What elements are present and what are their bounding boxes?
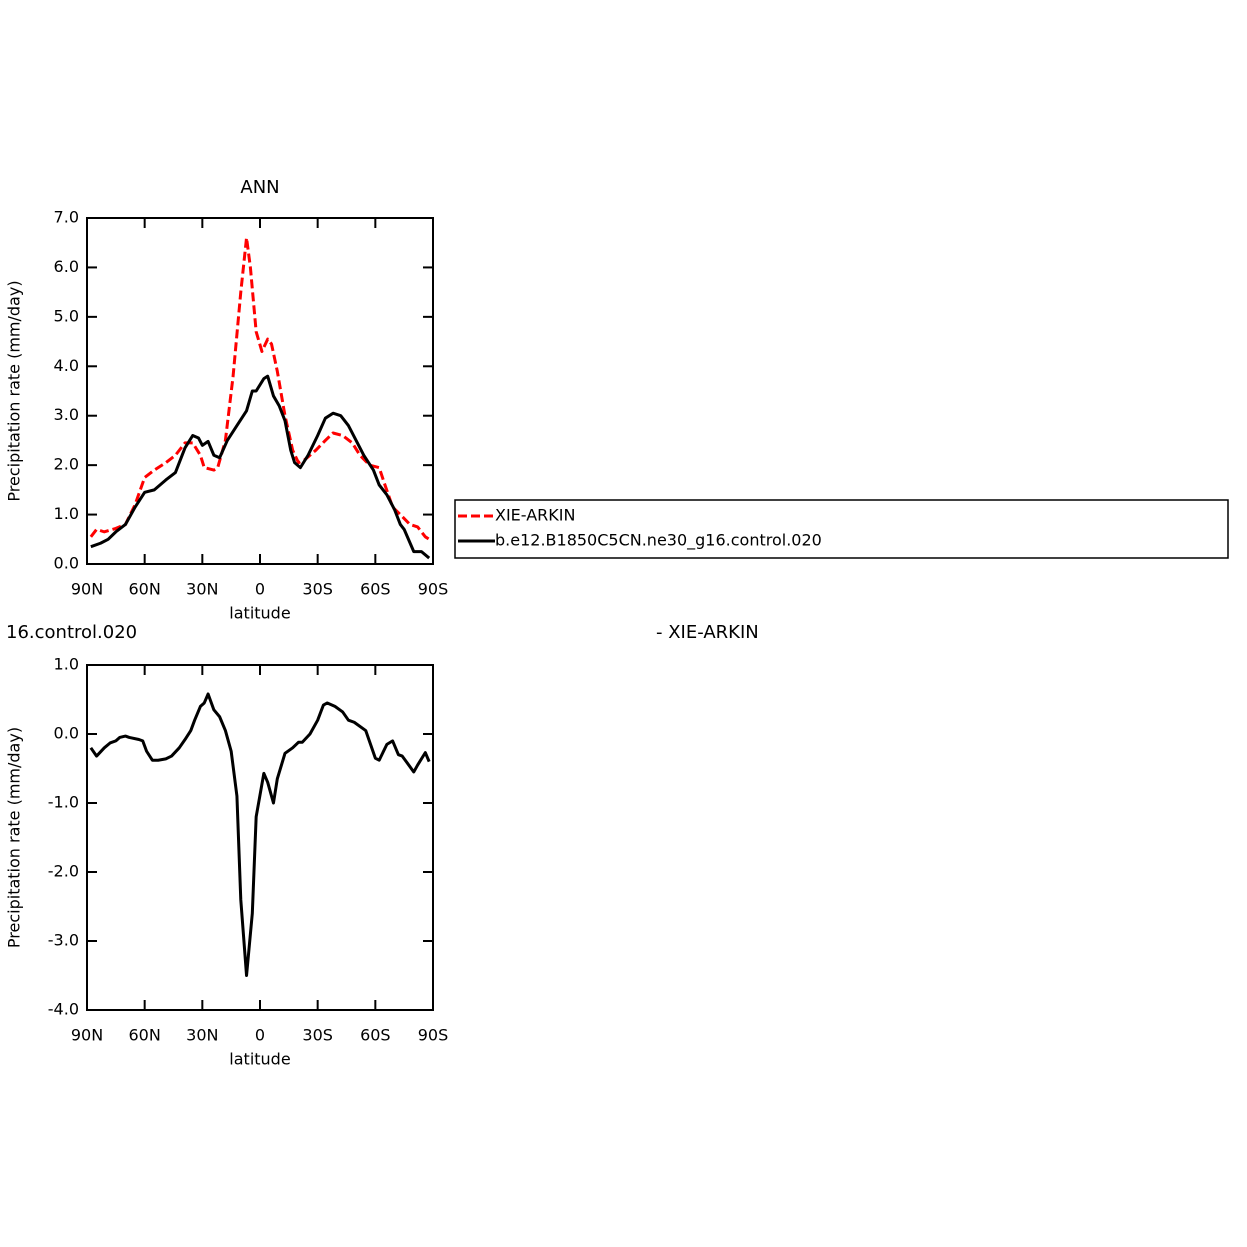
x-tick-label: 60S — [360, 580, 391, 599]
x-axis-label: latitude — [229, 604, 290, 623]
chart-title-right: - XIE-ARKIN — [656, 622, 759, 643]
x-tick-label: 60S — [360, 1026, 391, 1045]
x-tick-label: 30N — [186, 1026, 218, 1045]
plot-frame — [86, 664, 434, 1011]
y-tick-label: -3.0 — [48, 931, 79, 950]
y-axis-label: Precipitation rate (mm/day) — [5, 280, 24, 501]
data-line — [89, 692, 431, 977]
y-tick-label: 4.0 — [54, 356, 79, 375]
legend-box — [454, 499, 1229, 559]
y-tick-label: 5.0 — [54, 306, 79, 325]
x-tick-label: 0 — [255, 1026, 265, 1045]
y-tick-label: 1.0 — [54, 504, 79, 523]
y-tick-label: 1.0 — [54, 655, 79, 674]
x-axis-label: latitude — [229, 1050, 290, 1069]
legend-label: b.e12.B1850C5CN.ne30_g16.control.020 — [495, 531, 822, 551]
x-tick-label: 90N — [71, 1026, 103, 1045]
x-tick-label: 90S — [418, 580, 449, 599]
y-tick-label: -1.0 — [48, 793, 79, 812]
chart-title: ANN — [240, 177, 279, 198]
x-tick-label: 90N — [71, 580, 103, 599]
y-tick-label: 2.0 — [54, 455, 79, 474]
x-tick-label: 30N — [186, 580, 218, 599]
plot-frame — [86, 217, 434, 565]
legend-label: XIE-ARKIN — [495, 506, 575, 525]
y-tick-label: 0.0 — [54, 554, 79, 573]
y-tick-label: -2.0 — [48, 862, 79, 881]
chart-title-left: 16.control.020 — [6, 622, 137, 643]
x-tick-label: 60N — [129, 580, 161, 599]
x-tick-label: 60N — [129, 1026, 161, 1045]
y-tick-label: 7.0 — [54, 208, 79, 227]
y-tick-label: -4.0 — [48, 1000, 79, 1019]
x-tick-label: 90S — [418, 1026, 449, 1045]
y-axis-label: Precipitation rate (mm/day) — [5, 727, 24, 948]
x-tick-label: 30S — [302, 580, 333, 599]
x-tick-label: 0 — [255, 580, 265, 599]
data-line — [89, 236, 430, 541]
x-tick-label: 30S — [302, 1026, 333, 1045]
data-line — [90, 374, 431, 560]
y-tick-label: 0.0 — [54, 724, 79, 743]
y-tick-label: 6.0 — [54, 257, 79, 276]
y-tick-label: 3.0 — [54, 405, 79, 424]
